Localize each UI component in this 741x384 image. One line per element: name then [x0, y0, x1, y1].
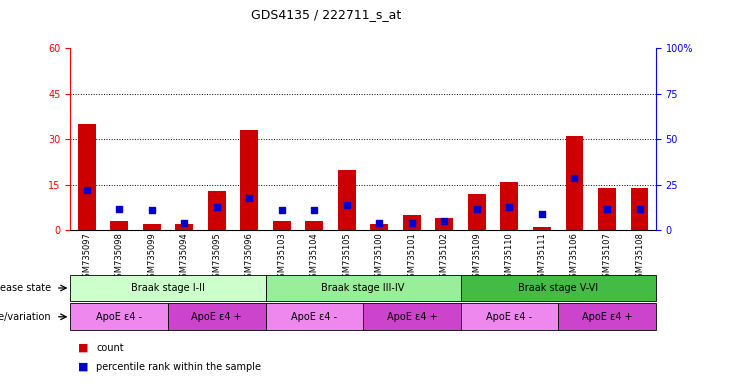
Bar: [370, 224, 388, 230]
Bar: [500, 182, 519, 230]
Point: [406, 220, 418, 226]
Point: [210, 204, 222, 210]
Text: ApoE ε4 -: ApoE ε4 -: [291, 312, 337, 322]
Text: Braak stage V-VI: Braak stage V-VI: [518, 283, 598, 293]
Bar: [305, 221, 323, 230]
Point: [503, 204, 515, 210]
Bar: [533, 227, 551, 230]
Point: [439, 218, 451, 224]
Bar: [70, 303, 168, 330]
Text: GDS4135 / 222711_s_at: GDS4135 / 222711_s_at: [251, 8, 401, 21]
Bar: [565, 136, 583, 230]
Point: [536, 211, 548, 217]
Text: genotype/variation: genotype/variation: [0, 312, 51, 322]
Bar: [273, 221, 290, 230]
Point: [634, 205, 645, 212]
Bar: [70, 275, 265, 301]
Text: ■: ■: [78, 343, 88, 353]
Text: ApoE ε4 -: ApoE ε4 -: [486, 312, 533, 322]
Bar: [436, 218, 453, 230]
Bar: [265, 275, 461, 301]
Bar: [461, 303, 558, 330]
Text: ApoE ε4 +: ApoE ε4 +: [191, 312, 242, 322]
Text: Braak stage I-II: Braak stage I-II: [131, 283, 205, 293]
Point: [568, 174, 580, 180]
Bar: [338, 170, 356, 230]
Bar: [143, 224, 161, 230]
Bar: [78, 124, 96, 230]
Bar: [598, 188, 616, 230]
Point: [601, 205, 613, 212]
Bar: [468, 194, 486, 230]
Bar: [207, 191, 226, 230]
Text: Braak stage III-IV: Braak stage III-IV: [322, 283, 405, 293]
Bar: [403, 215, 421, 230]
Bar: [461, 275, 656, 301]
Bar: [558, 303, 656, 330]
Text: ApoE ε4 -: ApoE ε4 -: [96, 312, 142, 322]
Point: [276, 207, 288, 214]
Point: [308, 207, 320, 214]
Bar: [240, 130, 258, 230]
Bar: [176, 224, 193, 230]
Point: [81, 187, 93, 194]
Text: disease state: disease state: [0, 283, 51, 293]
Point: [179, 220, 190, 226]
Point: [243, 194, 255, 200]
Point: [373, 220, 385, 226]
Bar: [631, 188, 648, 230]
Bar: [363, 303, 461, 330]
Point: [341, 202, 353, 208]
Text: percentile rank within the sample: percentile rank within the sample: [96, 362, 262, 372]
Point: [146, 207, 158, 214]
Text: ApoE ε4 +: ApoE ε4 +: [582, 312, 632, 322]
Text: ■: ■: [78, 362, 88, 372]
Bar: [265, 303, 363, 330]
Point: [113, 205, 125, 212]
Text: ApoE ε4 +: ApoE ε4 +: [387, 312, 437, 322]
Bar: [110, 221, 128, 230]
Point: [471, 205, 483, 212]
Text: count: count: [96, 343, 124, 353]
Bar: [168, 303, 265, 330]
